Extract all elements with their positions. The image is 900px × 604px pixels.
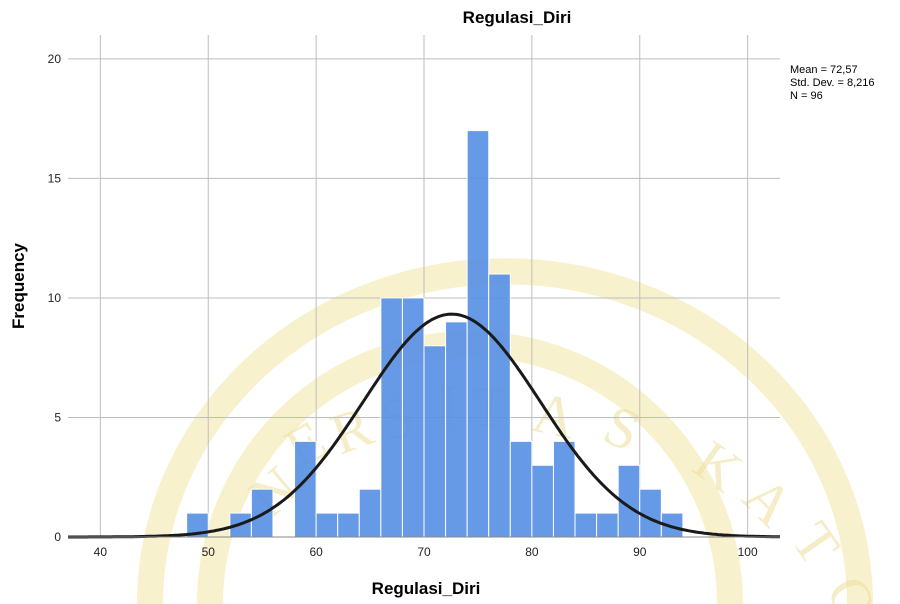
stats-box: Mean = 72,57 Std. Dev. = 8,216 N = 96 [790,64,875,102]
x-tick-label: 60 [309,545,323,559]
x-tick-label: 80 [525,545,539,559]
svg-text:S: S [595,392,649,464]
stat-n: N = 96 [790,90,823,102]
axes: 40 50 60 70 80 90 100 0 5 10 15 20 [48,52,780,559]
watermark: N E R S I T A S K A T O [137,258,891,604]
x-tick-label: 50 [202,545,216,559]
histogram-bar [337,512,360,538]
stat-mean: Mean = 72,57 [790,64,858,76]
y-tick-label: 5 [54,410,61,424]
histogram-bar [358,488,382,538]
x-tick-label: 90 [633,545,647,559]
histogram-bar [639,488,662,538]
y-axis-label: Frequency [9,242,28,329]
normal-curve [68,312,781,539]
stat-std-dev: Std. Dev. = 8,216 [790,77,875,89]
histogram-bar [509,440,533,538]
histogram-bar [445,321,468,538]
chart-title: Regulasi_Diri [463,8,572,27]
y-tick-label: 20 [48,52,62,66]
histogram-bar [488,273,511,538]
histogram-bar [423,345,447,538]
x-tick-label: 100 [738,545,758,559]
svg-text:A: A [527,379,582,451]
y-tick-label: 0 [54,530,61,544]
x-axis-label: Regulasi_Diri [372,579,481,598]
histogram-bar [315,512,339,538]
histogram-bar [466,130,490,538]
histogram-bar [531,464,554,538]
histogram-bar [596,512,619,538]
bars [186,130,684,538]
x-tick-label: 40 [94,545,108,559]
y-tick-label: 15 [48,171,62,185]
y-tick-label: 10 [48,291,62,305]
svg-text:A: A [731,463,807,539]
histogram-bar [574,512,598,538]
x-tick-label: 70 [417,545,431,559]
histogram-bar [380,297,403,538]
histogram-bar [552,440,576,538]
